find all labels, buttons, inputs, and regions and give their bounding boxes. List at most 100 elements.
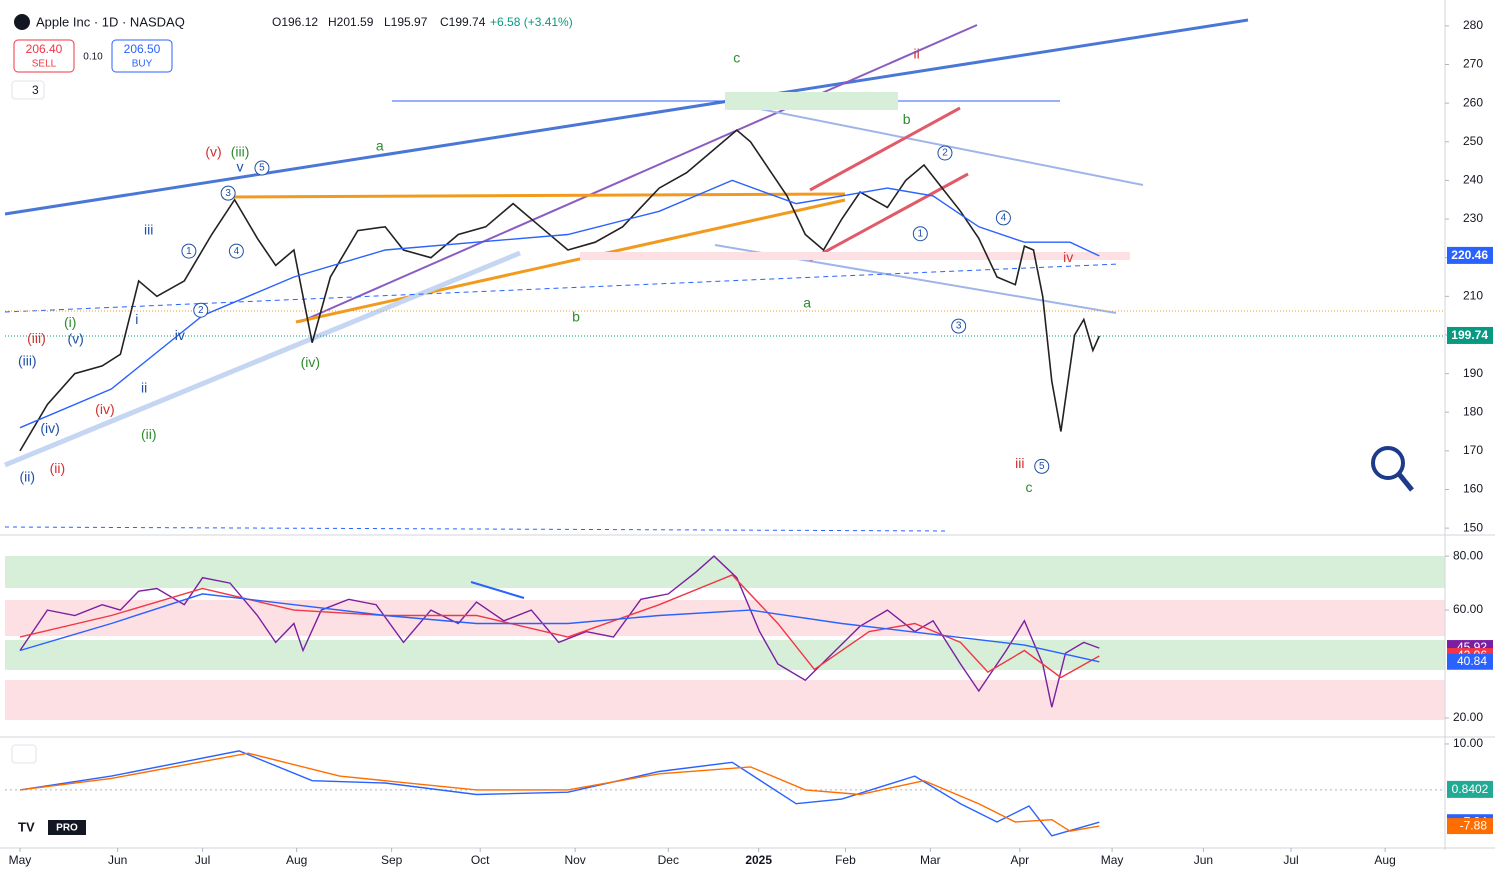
x-tick-label: Aug [286, 853, 307, 867]
wave-label: (iii) [27, 330, 46, 346]
spread: 0.10 [83, 52, 103, 63]
wave-circle [220, 185, 236, 201]
symbol: Apple Inc · 1D · NASDAQ [36, 14, 185, 29]
rsi-band [5, 600, 1445, 636]
wave-label: c [1025, 479, 1032, 495]
trend-line [4, 263, 1121, 313]
y-tick-label: 180 [1463, 404, 1483, 418]
wave-label: (ii) [20, 469, 36, 485]
y-tick-label: 280 [1463, 18, 1483, 32]
wave-label: 3 [225, 188, 231, 199]
y-tick-label: 190 [1463, 366, 1483, 380]
x-tick-label: Aug [1374, 853, 1395, 867]
wave-label: (iii) [18, 353, 37, 369]
wave-label: ii [141, 380, 147, 396]
y-tick-label: 20.00 [1453, 710, 1483, 724]
header: Apple Inc · 1D · NASDAQ O196.12 H201.59 … [11, 14, 1414, 835]
buy-button[interactable] [111, 39, 173, 73]
wave-label: 2 [942, 148, 948, 159]
wave-label: c [733, 49, 740, 65]
x-tick-label: Jun [108, 853, 127, 867]
wave-label: (i) [64, 314, 76, 330]
wave-label: v [237, 159, 244, 175]
sell-price: 206.40 [26, 42, 63, 56]
logo-box [48, 820, 86, 835]
wave-label: ii [914, 46, 920, 62]
ohlc: O196.12 [272, 15, 318, 29]
brand-logo: TV [18, 819, 35, 834]
price-badge [1447, 246, 1493, 264]
wave-label: b [903, 111, 911, 127]
panes [0, 0, 1495, 850]
x-tick-label: May [9, 853, 32, 867]
y-tick-label: 260 [1463, 95, 1483, 109]
wave-label: 1 [918, 228, 924, 239]
rsi-band [5, 640, 1445, 670]
zone [580, 252, 1130, 260]
y-tick-label: 60.00 [1453, 602, 1483, 616]
y-tick-label: 10.00 [1453, 736, 1483, 750]
wave-label: b [572, 309, 580, 325]
indicator-toggle[interactable] [11, 80, 45, 100]
value-badge [1447, 818, 1493, 835]
wave-label: (v) [68, 331, 84, 347]
wave-label: (ii) [50, 460, 66, 476]
wave-label: a [376, 137, 384, 153]
wave-circle [951, 318, 967, 334]
price-badge-text: 199.74 [1451, 328, 1488, 342]
logo-text: PRO [56, 823, 78, 834]
x-tick-label: Sep [381, 853, 403, 867]
series-line [19, 555, 1100, 708]
wave-label: 5 [259, 163, 265, 174]
wave-label: 4 [234, 246, 240, 257]
wave-label: 1 [186, 246, 192, 257]
rsi-band [5, 556, 1445, 588]
buy-price: 206.50 [124, 42, 161, 56]
y-tick-label: 170 [1463, 443, 1483, 457]
wave-circle [181, 243, 197, 259]
series-line [19, 129, 1101, 452]
ohlc: H201.59 [328, 15, 374, 29]
y-tick-label: 250 [1463, 134, 1483, 148]
series-line [19, 593, 1100, 663]
wave-label: 5 [1039, 461, 1045, 472]
wave-label: 3 [956, 321, 962, 332]
buy-label: BUY [132, 59, 153, 70]
y-tick-label: 210 [1463, 288, 1483, 302]
wave-label: iv [1063, 249, 1073, 265]
wave-label: 4 [1001, 213, 1007, 224]
zoom-icon[interactable] [1371, 446, 1405, 480]
plot: 1501601701801902002102202302402502602702… [5, 18, 1493, 867]
wave-label: (iv) [40, 420, 59, 436]
pane-toggle[interactable] [11, 744, 37, 764]
wave-label: i [135, 311, 138, 327]
wave-circle [1034, 458, 1050, 474]
trend-line [470, 581, 525, 599]
y-tick-label: 240 [1463, 173, 1483, 187]
drawings [4, 18, 1445, 599]
y-tick-label: 80.00 [1453, 548, 1483, 562]
y-tick-label: 270 [1463, 57, 1483, 71]
ohlc: L195.97 [384, 15, 428, 29]
value-badge [1447, 653, 1493, 670]
trend-line [295, 198, 846, 324]
wave-label: iv [175, 327, 185, 343]
x-tick-label: Feb [835, 853, 856, 867]
wave-label: (ii) [141, 426, 157, 442]
x-tick-label: 2025 [745, 853, 772, 867]
wave-circle [912, 226, 928, 242]
wave-circle [193, 302, 209, 318]
price-badge [1447, 326, 1493, 344]
trend-line [744, 105, 1144, 186]
symbol-logo [14, 14, 30, 30]
wave-label: (v) [205, 144, 221, 160]
x-tick-label: Dec [658, 853, 679, 867]
trend-line [4, 526, 949, 532]
wave-label: iii [1015, 455, 1024, 471]
sell-button[interactable] [13, 39, 75, 73]
wave-circle [995, 210, 1011, 226]
zoom-icon-handle [1397, 472, 1414, 492]
wave-label: (iv) [301, 354, 320, 370]
